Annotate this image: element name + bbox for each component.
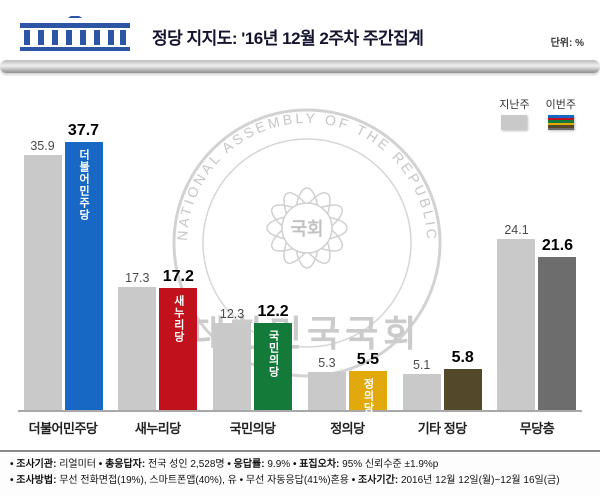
this-week-value: 17.2 — [162, 268, 194, 285]
legend-stripe — [547, 120, 574, 123]
bar-group: 5.1 5.8 — [401, 349, 483, 410]
last-week-value: 5.3 — [318, 356, 336, 370]
last-week-column: 35.9 — [22, 139, 63, 410]
this-week-bar — [538, 257, 577, 410]
footnote-value: 9.9% — [267, 459, 293, 470]
this-week-column: 5.8 — [442, 349, 483, 410]
party-name-in-bar: 더불어민주당 — [77, 149, 90, 221]
category-label: 새누리당 — [134, 421, 181, 436]
last-week-bar — [402, 374, 441, 410]
this-week-column: 17.2 새누리당 — [158, 268, 199, 410]
header: 정당 지지도: '16년 12월 2주차 주간집계 단위: % — [0, 6, 600, 58]
footnote-label: • 응답률: — [227, 459, 268, 470]
footnote-label: • 조사방법: — [10, 474, 60, 486]
last-week-column: 5.3 — [306, 356, 347, 410]
last-week-bar — [497, 239, 536, 410]
x-axis-labels: 더불어민주당 새누리당 국민의당 정의당 기타 정당 무당층 — [18, 418, 582, 437]
last-week-column: 5.1 — [401, 358, 442, 410]
this-week-column: 12.2 국민의당 — [253, 303, 294, 410]
legend-stripe — [547, 127, 574, 130]
footnote-line-2: • 조사방법: 무선 전화면접(19%), 스마트폰앱(40%), 유 • 무선… — [10, 473, 590, 489]
this-week-bar — [443, 369, 482, 410]
unit-label: 단위: % — [550, 38, 584, 49]
this-week-bar: 새누리당 — [159, 288, 198, 410]
this-week-column: 5.5 정의당 — [347, 351, 388, 414]
survey-footnote: • 조사기관: 리얼미터 • 총응답자: 전국 성인 2,528명 • 응답률:… — [0, 450, 600, 496]
bar-group: 17.3 17.2 새누리당 — [117, 268, 199, 410]
this-week-value: 5.5 — [356, 351, 380, 368]
last-week-value: 35.9 — [30, 139, 55, 153]
national-assembly-seal-watermark: NATIONAL ASSEMBLY OF THE REPUBLIC OF KOR… — [142, 78, 442, 378]
category-label: 기타 정당 — [417, 421, 467, 436]
footnote-value: 95% 신뢰수준 ±1.9%p — [342, 459, 439, 470]
legend-stripe — [547, 122, 574, 125]
this-week-bar: 더불어민주당 — [64, 142, 103, 410]
national-assembly-logo-icon — [20, 16, 130, 51]
this-week-value: 5.8 — [451, 349, 474, 366]
last-week-bar — [23, 155, 62, 410]
this-week-bar: 정의당 — [348, 371, 387, 414]
footnote-value: 전국 성인 2,528명 — [148, 459, 228, 470]
legend-last-week-swatch — [501, 115, 528, 130]
legend-stripe — [547, 117, 574, 120]
footnote-label: • 표집오차: — [292, 459, 343, 470]
last-week-bar — [118, 287, 157, 410]
last-week-value: 5.1 — [412, 358, 431, 372]
bar-chart: 35.9 37.7 더불어민주당 17.3 17.2 새누리당 12.3 12.2 국민의당 5.… — [18, 116, 582, 414]
footnote-value: 2016년 12월 12일(월)~12월 16일(금) — [400, 474, 560, 486]
this-week-value: 37.7 — [67, 122, 100, 139]
this-week-column: 21.6 — [537, 237, 578, 410]
legend-stripe — [547, 115, 574, 118]
last-week-value: 24.1 — [504, 223, 529, 237]
header-divider-band — [0, 60, 600, 73]
legend-last-week-label: 지난주 — [499, 99, 530, 111]
bar-group: 12.3 12.2 국민의당 — [212, 303, 294, 410]
this-week-value: 12.2 — [257, 303, 289, 320]
seal-center-text: 국회 — [290, 219, 323, 239]
party-name-in-bar: 새누리당 — [172, 295, 185, 343]
footnote-value: 리얼미터 — [59, 459, 99, 470]
legend-this-week: 이번주 — [546, 96, 576, 130]
legend-this-week-swatch — [547, 115, 574, 130]
party-name-in-bar: 정의당 — [361, 378, 374, 414]
bars: 35.9 37.7 더불어민주당 17.3 17.2 새누리당 12.3 12.2 국민의당 5.… — [18, 116, 582, 414]
party-name-in-bar: 국민의당 — [267, 330, 280, 378]
category-label: 국민의당 — [229, 421, 276, 436]
last-week-bar — [307, 372, 346, 410]
legend-this-week-label: 이번주 — [545, 99, 576, 111]
bar-group: 24.1 21.6 — [496, 223, 578, 410]
this-week-column: 37.7 더불어민주당 — [63, 122, 104, 410]
footnote-label: • 조사기관: — [10, 459, 60, 470]
this-week-value: 21.6 — [541, 237, 574, 254]
last-week-column: 17.3 — [117, 271, 158, 410]
legend-stripe — [547, 125, 574, 128]
legend-last-week: 지난주 — [499, 96, 530, 130]
chart-legend: 지난주 이번주 — [499, 96, 576, 130]
category-label: 더불어민주당 — [28, 421, 98, 436]
footnote-value: 무선 전화면접(19%), 스마트폰앱(40%), 유 • 무선 자동응답(41… — [59, 474, 352, 486]
last-week-value: 17.3 — [125, 271, 150, 285]
category-label: 무당층 — [519, 421, 555, 436]
category-label: 정의당 — [330, 421, 365, 436]
last-week-column: 12.3 — [212, 307, 253, 410]
this-week-bar: 국민의당 — [254, 323, 293, 410]
page-title: 정당 지지도: '16년 12월 2주차 주간집계 — [152, 29, 424, 48]
footnote-label: • 총응답자: — [98, 459, 148, 470]
last-week-value: 12.3 — [219, 307, 245, 321]
bar-group: 5.3 5.5 정의당 — [306, 351, 388, 414]
footnote-label: • 조사기간: — [351, 474, 401, 486]
bar-group: 35.9 37.7 더불어민주당 — [22, 122, 104, 410]
footnote-line-1: • 조사기관: 리얼미터 • 총응답자: 전국 성인 2,528명 • 응답률:… — [10, 457, 590, 473]
last-week-bar — [213, 323, 252, 410]
last-week-column: 24.1 — [496, 223, 537, 410]
